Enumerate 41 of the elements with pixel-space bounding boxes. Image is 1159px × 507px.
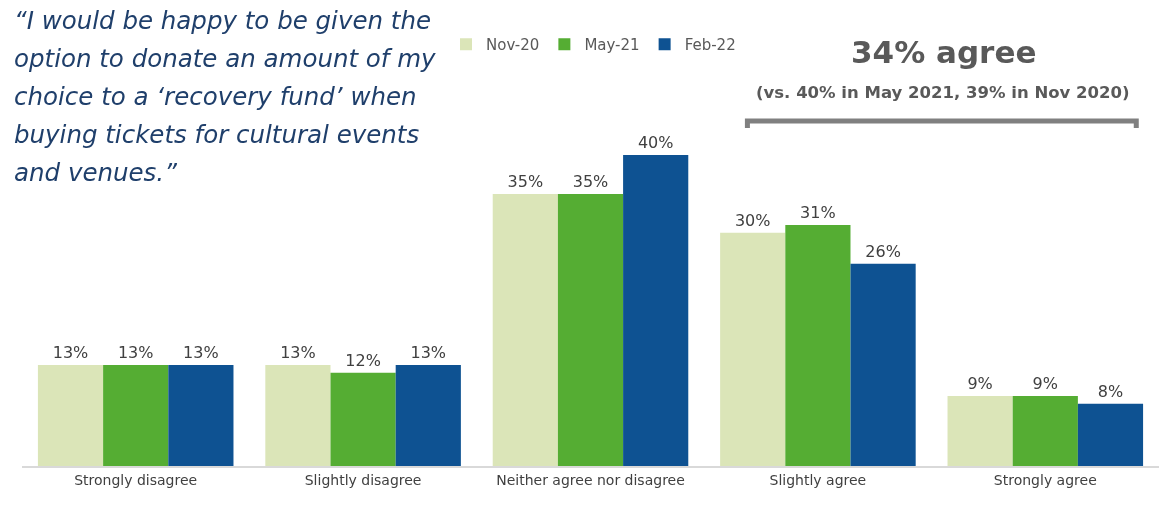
bar (947, 396, 1013, 466)
data-label: 40% (637, 133, 674, 152)
data-label: 9% (1032, 374, 1058, 394)
data-label: 13% (183, 342, 219, 362)
bar (330, 372, 396, 466)
chart-title: “I would be happy to be given the option to donate an amount of my choice to a ‘recovery fund’ when buying tickets for cultural events and venues.” (14, 5, 437, 189)
x-tick-label: Slightly disagree (304, 471, 422, 488)
x-tick-label: Slightly agree (769, 471, 867, 488)
data-label: 8% (1097, 381, 1124, 401)
bar (265, 364, 331, 466)
data-label: 13% (52, 342, 89, 362)
bar (850, 263, 916, 466)
bar (557, 193, 624, 466)
data-label: 13% (117, 342, 154, 362)
bar (1012, 396, 1078, 466)
bar (720, 232, 786, 466)
x-tick-label: Strongly agree (993, 471, 1097, 488)
data-label: 9% (967, 374, 993, 394)
bar (37, 364, 104, 466)
data-label: 26% (865, 241, 901, 261)
text: 34% agree (851, 34, 1037, 70)
x-tick-label: Neither agree nor disagree (496, 471, 685, 488)
data-label: 30% (734, 210, 771, 230)
data-label: 13% (410, 342, 447, 362)
legend-label: Nov-20 (486, 36, 540, 55)
bar (168, 364, 234, 466)
bar (395, 364, 461, 466)
legend-label: May-21 (584, 36, 640, 55)
data-label: 35% (507, 171, 544, 191)
x-tick-label: Strongly disagree (74, 471, 198, 488)
bar (103, 364, 169, 466)
legend-label: Feb-22 (684, 36, 736, 55)
bar (623, 155, 689, 466)
bar (1077, 403, 1144, 466)
data-label: 12% (345, 350, 381, 370)
text: (vs. 40% in May 2021, 39% in Nov 2020) (756, 83, 1130, 102)
data-label: 35% (572, 171, 609, 191)
data-label: 31% (800, 202, 836, 222)
bar (492, 193, 558, 466)
bar (785, 224, 851, 466)
data-label: 13% (280, 342, 316, 362)
